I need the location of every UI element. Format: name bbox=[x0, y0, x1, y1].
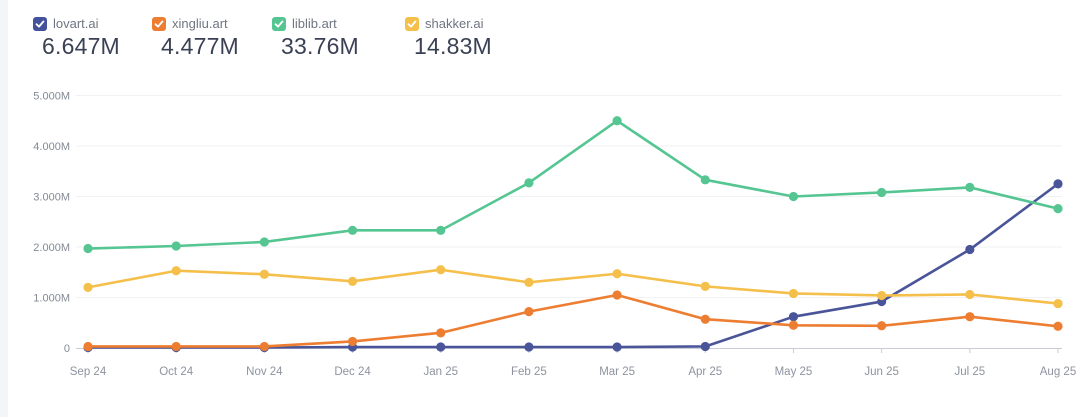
data-point-xingliu-4[interactable] bbox=[436, 328, 446, 338]
y-axis-tick-label: 2.000M bbox=[33, 242, 70, 254]
data-point-shakker-2[interactable] bbox=[259, 269, 269, 279]
x-axis-tick-label: Feb 25 bbox=[511, 366, 547, 378]
x-axis-tick-label: Aug 25 bbox=[1040, 366, 1076, 378]
y-axis-tick-label: 0 bbox=[64, 343, 70, 355]
y-axis-tick-label: 4.000M bbox=[33, 141, 70, 153]
data-point-xingliu-6[interactable] bbox=[612, 290, 622, 300]
data-point-liblib-11[interactable] bbox=[1053, 204, 1063, 214]
legend-item-shakker[interactable]: shakker.ai 14.83M bbox=[405, 17, 492, 60]
legend-item-xingliu[interactable]: xingliu.art 4.477M bbox=[152, 17, 272, 60]
legend-label: lovart.ai bbox=[53, 16, 99, 31]
line-shakker bbox=[86, 268, 1060, 305]
legend-total-value: 4.477M bbox=[161, 33, 239, 59]
legend-label: shakker.ai bbox=[425, 16, 484, 31]
x-axis-tick-label: Dec 24 bbox=[334, 366, 371, 378]
data-point-shakker-7[interactable] bbox=[700, 281, 710, 291]
line-liblib bbox=[86, 119, 1060, 250]
data-point-liblib-1[interactable] bbox=[171, 241, 181, 251]
data-point-shakker-1[interactable] bbox=[171, 266, 181, 276]
legend-label: xingliu.art bbox=[172, 16, 228, 31]
checkbox-checked-icon[interactable] bbox=[33, 17, 47, 31]
page-left-gutter bbox=[0, 0, 8, 417]
y-axis-tick-label: 5.000M bbox=[33, 91, 70, 103]
data-point-shakker-10[interactable] bbox=[965, 289, 975, 300]
legend: lovart.ai 6.647M xingliu.art 4.477M libl… bbox=[33, 17, 492, 60]
data-point-lovart-7[interactable] bbox=[700, 341, 710, 352]
legend-item-liblib[interactable]: liblib.art 33.76M bbox=[272, 17, 405, 60]
data-point-xingliu-7[interactable] bbox=[700, 314, 710, 324]
data-point-liblib-7[interactable] bbox=[700, 175, 710, 185]
data-point-lovart-10[interactable] bbox=[965, 244, 975, 255]
checkbox-checked-icon[interactable] bbox=[272, 17, 286, 31]
legend-total-value: 6.647M bbox=[42, 33, 120, 59]
data-point-liblib-9[interactable] bbox=[877, 187, 887, 198]
x-axis-tick-label: Mar 25 bbox=[599, 366, 635, 378]
data-point-xingliu-1[interactable] bbox=[171, 341, 181, 352]
data-point-liblib-6[interactable] bbox=[612, 116, 622, 126]
data-point-xingliu-3[interactable] bbox=[347, 336, 358, 347]
data-point-shakker-4[interactable] bbox=[436, 265, 446, 275]
legend-total-value: 14.83M bbox=[414, 33, 492, 59]
legend-total-value: 33.76M bbox=[281, 33, 359, 59]
x-axis-tick-label: Jun 25 bbox=[864, 366, 899, 378]
checkbox-checked-icon[interactable] bbox=[152, 17, 166, 31]
data-point-shakker-3[interactable] bbox=[347, 276, 358, 286]
data-point-xingliu-9[interactable] bbox=[877, 321, 887, 331]
data-point-liblib-2[interactable] bbox=[259, 237, 269, 247]
y-axis-tick-label: 3.000M bbox=[33, 192, 70, 204]
data-point-xingliu-8[interactable] bbox=[788, 320, 799, 330]
data-point-xingliu-11[interactable] bbox=[1053, 321, 1063, 331]
data-point-lovart-6[interactable] bbox=[612, 342, 622, 352]
legend-item-lovart[interactable]: lovart.ai 6.647M bbox=[33, 17, 152, 60]
x-axis-tick-label: Apr 25 bbox=[688, 366, 722, 378]
data-point-liblib-5[interactable] bbox=[524, 178, 534, 188]
x-axis-tick-label: Jul 25 bbox=[954, 366, 985, 378]
data-point-liblib-4[interactable] bbox=[436, 225, 446, 235]
data-point-liblib-3[interactable] bbox=[347, 225, 358, 235]
legend-label: liblib.art bbox=[292, 16, 337, 31]
data-point-xingliu-0[interactable] bbox=[83, 341, 93, 352]
data-point-lovart-8[interactable] bbox=[788, 312, 799, 322]
data-point-shakker-5[interactable] bbox=[524, 277, 534, 287]
x-axis-tick-label: Oct 24 bbox=[159, 366, 193, 378]
x-axis-tick-label: Nov 24 bbox=[246, 366, 283, 378]
checkbox-checked-icon[interactable] bbox=[405, 17, 419, 31]
x-axis-tick-label: May 25 bbox=[775, 366, 813, 378]
y-axis-tick-label: 1.000M bbox=[33, 293, 70, 305]
data-point-shakker-8[interactable] bbox=[788, 288, 799, 299]
data-point-shakker-6[interactable] bbox=[612, 269, 622, 279]
data-point-shakker-9[interactable] bbox=[877, 290, 887, 301]
data-point-xingliu-2[interactable] bbox=[259, 341, 269, 352]
data-point-lovart-4[interactable] bbox=[436, 342, 446, 352]
data-point-liblib-0[interactable] bbox=[83, 243, 93, 254]
data-point-shakker-11[interactable] bbox=[1053, 298, 1063, 309]
data-point-xingliu-5[interactable] bbox=[524, 307, 534, 317]
line-xingliu bbox=[86, 293, 1060, 348]
data-point-lovart-5[interactable] bbox=[524, 342, 534, 352]
data-point-xingliu-10[interactable] bbox=[965, 312, 975, 322]
x-axis-tick-label: Jan 25 bbox=[423, 366, 458, 378]
data-point-liblib-10[interactable] bbox=[965, 182, 975, 193]
x-axis-tick-label: Sep 24 bbox=[70, 366, 107, 378]
data-point-shakker-0[interactable] bbox=[83, 282, 93, 292]
data-point-liblib-8[interactable] bbox=[788, 191, 799, 202]
data-point-lovart-11[interactable] bbox=[1053, 179, 1063, 189]
